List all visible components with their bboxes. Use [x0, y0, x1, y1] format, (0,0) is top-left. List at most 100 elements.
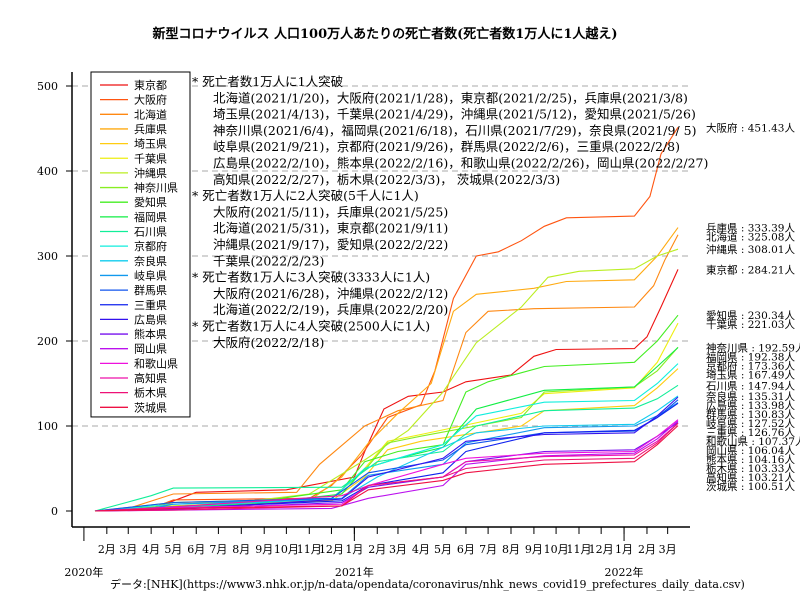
x-tick-label: 8月	[232, 543, 250, 556]
legend-entry: 北海道	[134, 107, 167, 121]
end-value-label: 埼玉県 : 167.49人	[706, 368, 795, 381]
end-value-label: 群馬県 : 130.83人	[706, 408, 795, 421]
x-tick-label: 12月	[589, 543, 614, 556]
x-tick-label: 12月	[319, 543, 344, 556]
annotation-line: 大阪府(2021/5/11)，兵庫県(2021/5/25)	[213, 204, 448, 219]
legend-entry: 茨城県	[134, 400, 167, 414]
x-tick-label: 3月	[119, 543, 137, 556]
legend-entry: 熊本県	[134, 327, 167, 341]
annotation-heading: * 死亡者数1万人に2人突破(5千人に1人)	[192, 188, 419, 203]
x-tick-label: 8月	[502, 543, 520, 556]
legend-entry: 高知県	[134, 371, 167, 385]
end-value-label: 広島県 : 133.98人	[706, 399, 795, 412]
end-value-label: 茨城県 : 100.51人	[706, 480, 795, 493]
annotation-block: * 死亡者数1万人に1人突破北海道(2021/1/20)，大阪府(2021/1/…	[192, 74, 708, 350]
x-tick-label: 4月	[412, 543, 430, 556]
end-value-label: 兵庫県 : 333.39人	[706, 222, 795, 235]
legend-entry: 千葉県	[134, 151, 167, 165]
end-value-label: 北海道 : 325.08人	[706, 231, 795, 244]
x-tick-label: 5月	[434, 543, 452, 556]
legend-entry: 埼玉県	[134, 137, 167, 151]
annotation-line: 埼玉県(2021/4/13)，千葉県(2021/4/29)，沖縄県(2021/5…	[213, 107, 696, 122]
x-tick-label: 6月	[457, 543, 475, 556]
legend: 東京都大阪府北海道兵庫県埼玉県千葉県沖縄県神奈川県愛知県福岡県石川県京都府奈良県…	[90, 71, 191, 418]
end-value-label: 石川県 : 147.94人	[706, 380, 795, 392]
x-tick-label: 1月	[345, 543, 363, 556]
legend-entry: 大阪府	[134, 93, 167, 107]
end-value-label: 大阪府 : 451.43人	[706, 121, 795, 134]
x-tick-label: 9月	[525, 543, 543, 556]
legend-entry: 広島県	[134, 312, 167, 326]
x-year-label: 2022年	[605, 565, 644, 579]
legend-entry: 群馬県	[134, 283, 167, 297]
legend-entry: 栃木県	[134, 386, 167, 400]
x-tick-label: 2月	[638, 543, 656, 556]
x-tick-label: 4月	[142, 543, 160, 556]
annotation-line: 広島県(2022/2/10)，熊本県(2022/2/16)，和歌山県(2022/…	[213, 156, 708, 171]
series-line-広島県	[94, 396, 679, 512]
x-tick-label: 2月	[98, 543, 116, 556]
end-value-label: 和歌山県 : 107.37人	[706, 435, 800, 448]
x-tick-label: 11月	[297, 543, 322, 556]
x-tick-label: 11月	[566, 543, 591, 556]
annotation-line: 北海道(2022/2/19)，兵庫県(2022/2/20)	[213, 302, 448, 317]
legend-entry: 愛知県	[134, 195, 167, 209]
series-line-北海道	[94, 234, 679, 512]
annotation-line: 神奈川県(2021/6/4)，福岡県(2021/6/18)，石川県(2021/7…	[213, 123, 696, 138]
end-value-label: 高知県 : 103.21人	[706, 471, 795, 484]
legend-entry: 奈良県	[134, 254, 167, 268]
legend-entry: 沖縄県	[134, 166, 167, 180]
annotation-heading: * 死亡者数1万人に1人突破	[192, 74, 343, 89]
x-year-label: 2021年	[335, 565, 374, 579]
legend-entry: 東京都	[134, 78, 167, 92]
end-value-label: 岐阜県 : 127.52人	[706, 417, 795, 430]
legend-entry: 兵庫県	[134, 122, 167, 136]
annotation-line: 大阪府(2022/2/18)	[213, 335, 324, 350]
end-value-label: 愛知県 : 230.34人	[706, 309, 795, 322]
annotation-line: 岐阜県(2021/9/21)，京都府(2021/9/26)，群馬県(2022/2…	[213, 139, 680, 154]
annotation-heading: * 死亡者数1万人に3人突破(3333人に1人)	[192, 270, 430, 285]
series-line-栃木県	[94, 422, 679, 512]
x-tick-label: 9月	[255, 543, 273, 556]
x-tick-label: 3月	[389, 543, 407, 556]
x-tick-label: 10月	[544, 543, 569, 556]
end-value-label: 東京都 : 284.21人	[706, 263, 795, 276]
x-year-label: 2020年	[64, 565, 103, 579]
legend-entry: 岐阜県	[134, 269, 167, 282]
x-tick-label: 10月	[274, 543, 299, 556]
legend-entry: 神奈川県	[134, 181, 178, 195]
y-tick-label: 200	[37, 335, 58, 348]
legend-entry: 和歌山県	[134, 356, 178, 370]
series-line-兵庫県	[94, 227, 679, 512]
x-tick-label: 3月	[659, 543, 677, 556]
y-tick-label: 500	[37, 80, 58, 93]
series-line-高知県	[94, 422, 679, 512]
annotation-line: 大阪府(2021/6/28)，沖縄県(2022/2/12)	[213, 286, 448, 301]
y-tick-label: 400	[37, 165, 58, 178]
annotation-line: 北海道(2021/1/20)，大阪府(2021/1/28)，東京都(2021/2…	[213, 90, 688, 105]
x-tick-label: 6月	[187, 543, 205, 556]
legend-entry: 石川県	[134, 226, 167, 239]
data-source: データ:[NHK](https://www3.nhk.or.jp/n-data/…	[110, 577, 745, 591]
end-value-label: 神奈川県 : 192.59人	[706, 341, 800, 354]
x-tick-label: 7月	[479, 543, 497, 556]
legend-entry: 京都府	[134, 239, 167, 253]
series-lines	[94, 127, 679, 512]
x-tick-label: 7月	[209, 543, 227, 556]
series-line-奈良県	[94, 395, 679, 512]
end-value-label: 岡山県 : 106.04人	[706, 445, 795, 457]
annotation-line: 北海道(2021/5/31)，東京都(2021/9/11)	[213, 221, 448, 236]
end-value-label: 京都府 : 173.36人	[706, 359, 795, 372]
x-tick-label: 1月	[615, 543, 633, 556]
series-line-茨城県	[94, 425, 679, 512]
annotation-line: 千葉県(2022/2/23)	[213, 253, 324, 268]
end-value-label: 三重県 : 126.76人	[706, 426, 795, 439]
chart-title: 新型コロナウイルス 人口100万人あたりの死亡者数(死亡者数1万人に1人越え)	[152, 26, 617, 42]
end-value-label: 沖縄県 : 308.01人	[706, 243, 795, 256]
series-line-石川県	[94, 384, 679, 512]
x-tick-label: 5月	[164, 543, 182, 556]
end-value-label: 熊本県 : 104.16人	[706, 453, 795, 466]
